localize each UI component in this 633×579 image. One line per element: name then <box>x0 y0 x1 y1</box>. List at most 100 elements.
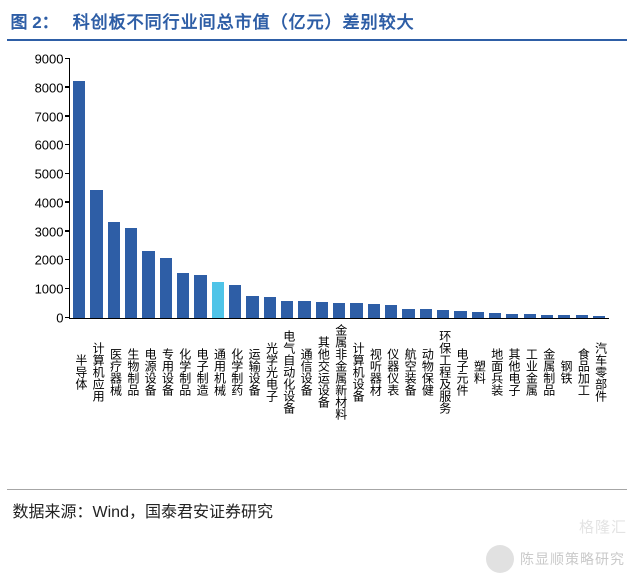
bar <box>212 282 224 318</box>
bar <box>108 222 120 318</box>
bar-slot <box>574 59 589 318</box>
figure-container: 图 2： 科创板不同行业间总市值（亿元）差别较大 半导体计算机应用医疗器械生物制… <box>7 4 627 522</box>
bar <box>281 301 293 318</box>
bar-slot <box>262 59 277 318</box>
x-tick-label: 金属制品 <box>539 324 554 420</box>
x-tick-label: 地面兵装 <box>487 324 502 420</box>
x-tick-label: 生物制品 <box>123 324 138 420</box>
y-tick-mark <box>65 201 70 203</box>
x-tick-label: 其他电子 <box>505 324 520 420</box>
y-tick-label: 1000 <box>35 282 70 297</box>
y-tick-mark <box>65 288 70 290</box>
watermark-corner: 格隆汇 <box>579 516 627 537</box>
y-tick-label: 7000 <box>35 109 70 124</box>
x-tick-label: 通信设备 <box>297 324 312 420</box>
bar-slot <box>401 59 416 318</box>
x-tick-label: 食品加工 <box>574 324 589 420</box>
bar <box>454 311 466 318</box>
y-tick-mark <box>65 173 70 175</box>
bar <box>298 301 310 318</box>
x-tick-label: 运输设备 <box>245 324 260 420</box>
y-tick-label: 9000 <box>35 52 70 67</box>
bar-slot <box>383 59 398 318</box>
y-tick-label: 8000 <box>35 80 70 95</box>
x-tick-label: 电子制造 <box>193 324 208 420</box>
x-tick-label: 工业金属 <box>522 324 537 420</box>
y-tick-mark <box>65 230 70 232</box>
x-tick-label: 化学制药 <box>227 324 242 420</box>
bar <box>177 273 189 318</box>
bar <box>316 302 328 318</box>
bar-slot <box>123 59 138 318</box>
bar-slot <box>349 59 364 318</box>
x-tick-label: 汽车零部件 <box>591 324 606 420</box>
bar-slot <box>175 59 190 318</box>
bar-slot <box>245 59 260 318</box>
bar-slot <box>366 59 381 318</box>
bar-slot <box>314 59 329 318</box>
source-value: Wind，国泰君安证券研究 <box>93 504 273 521</box>
figure-title: 科创板不同行业间总市值（亿元）差别较大 <box>73 8 415 33</box>
y-tick-label: 0 <box>56 311 69 326</box>
y-tick-mark <box>65 259 70 261</box>
bar <box>73 81 85 318</box>
x-tick-label: 通用机械 <box>210 324 225 420</box>
x-axis-labels: 半导体计算机应用医疗器械生物制品电源设备专用设备化学制品电子制造通用机械化学制药… <box>70 318 609 420</box>
bar-slot <box>297 59 312 318</box>
bar-slot <box>505 59 520 318</box>
y-tick-mark <box>65 86 70 88</box>
y-tick-label: 6000 <box>35 138 70 153</box>
x-tick-label: 医疗器械 <box>106 324 121 420</box>
x-tick-label: 动物保健 <box>418 324 433 420</box>
x-tick-label: 视听器材 <box>366 324 381 420</box>
bar-slot <box>158 59 173 318</box>
bar <box>142 251 154 318</box>
bar-slot <box>106 59 121 318</box>
x-tick-label: 计算机设备 <box>349 324 364 420</box>
bar-slot <box>487 59 502 318</box>
x-tick-label: 电子元件 <box>453 324 468 420</box>
x-tick-label: 电源设备 <box>141 324 156 420</box>
chart-area: 半导体计算机应用医疗器械生物制品电源设备专用设备化学制品电子制造通用机械化学制药… <box>7 41 627 481</box>
data-source: 数据来源：Wind，国泰君安证券研究 <box>7 489 627 522</box>
bar <box>229 285 241 318</box>
bar-slot <box>539 59 554 318</box>
x-tick-label: 专用设备 <box>158 324 173 420</box>
bar-slot <box>89 59 104 318</box>
bar-slot <box>435 59 450 318</box>
x-tick-label: 计算机应用 <box>89 324 104 420</box>
y-tick-mark <box>65 58 70 60</box>
x-tick-label: 环保工程及服务 <box>435 324 450 420</box>
bar-chart: 半导体计算机应用医疗器械生物制品电源设备专用设备化学制品电子制造通用机械化学制药… <box>69 59 609 319</box>
bar-slot <box>279 59 294 318</box>
y-tick-mark <box>65 115 70 117</box>
y-tick-label: 3000 <box>35 224 70 239</box>
bar-slot <box>557 59 572 318</box>
x-tick-label: 电气自动化设备 <box>279 324 294 420</box>
watermark-author: 陈显顺策略研究 <box>486 545 625 573</box>
bar <box>368 304 380 318</box>
bar-slot <box>470 59 485 318</box>
y-tick-mark <box>65 317 70 319</box>
source-label: 数据来源： <box>13 504 93 521</box>
bar <box>90 190 102 318</box>
bar-slot <box>522 59 537 318</box>
bar-slot <box>453 59 468 318</box>
x-tick-label: 钢铁 <box>557 324 572 420</box>
bar-slot <box>210 59 225 318</box>
bar-slot <box>227 59 242 318</box>
y-tick-mark <box>65 144 70 146</box>
x-tick-label: 仪器仪表 <box>383 324 398 420</box>
bars-row <box>70 59 609 318</box>
bar <box>420 309 432 318</box>
bar-slot <box>591 59 606 318</box>
x-tick-label: 金属非金属新材料 <box>331 324 346 420</box>
bar <box>333 303 345 318</box>
bar-slot <box>141 59 156 318</box>
bar <box>246 296 258 318</box>
bar <box>385 305 397 318</box>
y-tick-label: 5000 <box>35 167 70 182</box>
x-tick-label: 其他交运设备 <box>314 324 329 420</box>
bar <box>160 258 172 318</box>
figure-title-row: 图 2： 科创板不同行业间总市值（亿元）差别较大 <box>7 4 627 41</box>
